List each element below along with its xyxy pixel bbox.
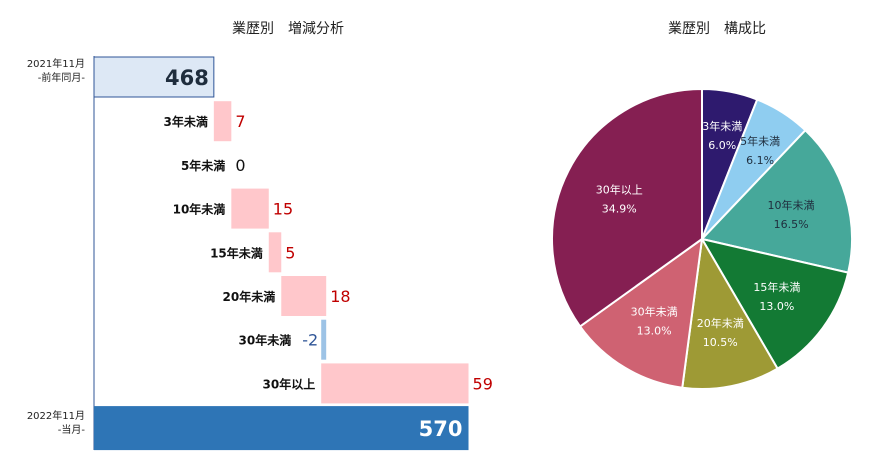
step-category-label: 20年未満 [223, 289, 276, 304]
step-value-label: -2 [302, 331, 318, 350]
step-category-label: 30年未満 [239, 333, 292, 348]
start-bar-value: 468 [165, 66, 209, 90]
step-row: 30年以上 59 [263, 363, 493, 404]
start-period-caption: -前年同月- [37, 73, 85, 84]
step-row: 5年未満 0 [181, 156, 246, 175]
step-row: 30年未満 -2 [239, 319, 327, 360]
step-category-label: 15年未満 [210, 245, 263, 260]
start-period-date: 2021年11月 [26, 59, 85, 70]
step-category-label: 3年未満 [163, 114, 207, 129]
end-period-caption: -当月- [57, 425, 85, 436]
end-bar [94, 406, 469, 451]
step-value-label: 18 [330, 287, 350, 306]
step-bar [213, 101, 232, 142]
end-bar-value: 570 [419, 417, 463, 441]
step-row: 10年未満 15 [173, 188, 293, 229]
start-bar [93, 56, 215, 98]
step-row: 20年未満 18 [223, 276, 351, 316]
step-category-label: 30年以上 [263, 376, 316, 391]
step-bar [268, 232, 282, 273]
step-row: 3年未満 7 [163, 101, 246, 142]
pie-title: 業歴別 構成比 [668, 21, 766, 37]
step-bar [231, 188, 269, 229]
step-value-label: 5 [285, 243, 295, 262]
step-row: 15年未満 5 [210, 232, 295, 273]
end-period-label: 2022年11月 -当月- [27, 410, 85, 438]
step-bar [281, 276, 327, 316]
step-value-label: 0 [235, 156, 245, 175]
step-value-label: 15 [273, 200, 293, 219]
step-bar [321, 319, 327, 360]
step-category-label: 10年未満 [173, 202, 226, 217]
step-bar [321, 363, 469, 404]
waterfall-title: 業歴別 増減分析 [232, 21, 344, 37]
step-value-label: 7 [235, 112, 245, 131]
step-value-label: 59 [473, 374, 493, 393]
start-period-label: 2021年11月 -前年同月- [27, 58, 85, 86]
step-category-label: 5年未満 [181, 158, 225, 173]
end-period-date: 2022年11月 [26, 411, 85, 422]
